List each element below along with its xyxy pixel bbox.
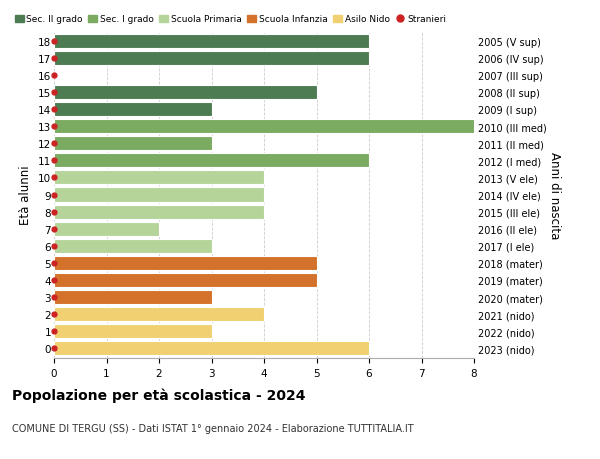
Legend: Sec. II grado, Sec. I grado, Scuola Primaria, Scuola Infanzia, Asilo Nido, Stran: Sec. II grado, Sec. I grado, Scuola Prim…	[15, 16, 446, 24]
Text: COMUNE DI TERGU (SS) - Dati ISTAT 1° gennaio 2024 - Elaborazione TUTTITALIA.IT: COMUNE DI TERGU (SS) - Dati ISTAT 1° gen…	[12, 424, 413, 433]
Bar	[54, 256, 317, 270]
Bar	[54, 325, 212, 339]
Bar	[54, 222, 159, 236]
Bar	[54, 103, 212, 117]
Bar	[54, 239, 212, 253]
Bar	[54, 137, 212, 151]
Bar	[54, 188, 264, 202]
Y-axis label: Anni di nascita: Anni di nascita	[548, 151, 561, 239]
Bar	[54, 120, 474, 134]
Bar	[54, 86, 317, 100]
Bar	[54, 171, 264, 185]
Text: Popolazione per età scolastica - 2024: Popolazione per età scolastica - 2024	[12, 388, 305, 403]
Y-axis label: Età alunni: Età alunni	[19, 165, 32, 225]
Bar	[54, 205, 264, 219]
Bar	[54, 308, 264, 321]
Bar	[54, 274, 317, 287]
Bar	[54, 291, 212, 304]
Bar	[54, 51, 369, 66]
Bar	[54, 34, 369, 49]
Bar	[54, 154, 369, 168]
Bar	[54, 341, 369, 356]
